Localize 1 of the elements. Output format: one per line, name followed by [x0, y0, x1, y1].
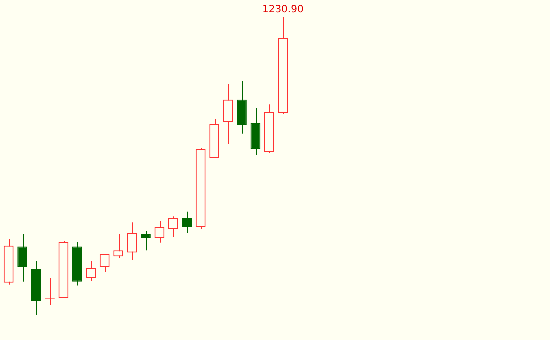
annotation: 1230.90	[262, 4, 304, 16]
